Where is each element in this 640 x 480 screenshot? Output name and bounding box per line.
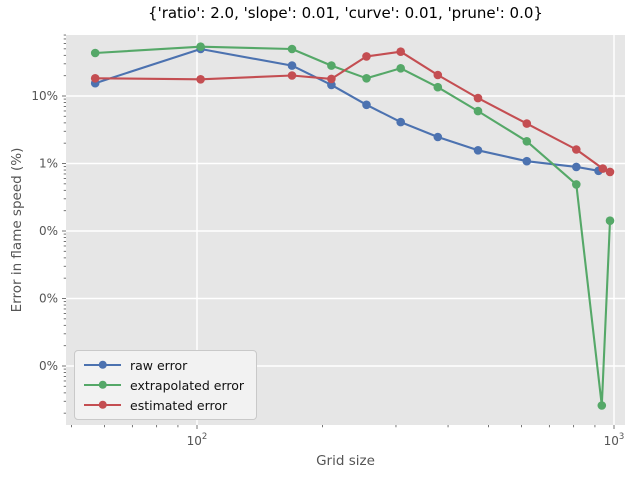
series-line-estimated-error xyxy=(95,50,611,173)
legend-item-estimated-error: estimated error xyxy=(84,397,244,413)
data-point-raw-error xyxy=(287,61,297,70)
data-point-raw-error xyxy=(473,146,483,155)
legend-line-sample-extrapolated-error xyxy=(84,380,121,390)
data-point-extrapolated-error xyxy=(473,106,483,116)
series-estimated-error xyxy=(90,47,615,177)
gridlines xyxy=(66,35,625,425)
data-point-extrapolated-error xyxy=(433,82,443,92)
legend-label-extrapolated-error: extrapolated error xyxy=(130,377,245,393)
y-tick-label: 10% xyxy=(31,89,58,103)
series-extrapolated-error xyxy=(90,42,615,410)
data-point-extrapolated-error xyxy=(287,44,297,54)
data-point-estimated-error xyxy=(605,167,615,177)
y-tick-label: 0% xyxy=(39,224,58,238)
data-point-estimated-error xyxy=(473,93,483,103)
data-point-raw-error xyxy=(522,156,532,166)
x-tick-label: 102 xyxy=(187,432,208,448)
data-point-estimated-error xyxy=(396,47,406,56)
legend-label-raw-error: raw error xyxy=(130,357,188,373)
data-point-estimated-error xyxy=(522,119,532,128)
series-raw-error xyxy=(90,44,603,176)
y-tick-label: 0% xyxy=(39,292,58,306)
data-point-extrapolated-error xyxy=(90,48,100,58)
series-line-extrapolated-error xyxy=(95,45,612,407)
data-point-estimated-error xyxy=(287,71,297,80)
data-point-estimated-error xyxy=(90,74,100,83)
x-axis-label: Grid size xyxy=(316,453,375,469)
data-point-raw-error xyxy=(433,132,443,142)
data-point-estimated-error xyxy=(196,75,205,84)
data-point-extrapolated-error xyxy=(605,216,615,225)
data-point-estimated-error xyxy=(598,164,608,173)
y-tick-label: 1% xyxy=(39,157,58,171)
legend: raw error extrapolated error estimated err… xyxy=(74,350,258,420)
legend-marker-extrapolated-error xyxy=(98,380,107,390)
legend-marker-estimated-error xyxy=(98,400,107,410)
data-point-estimated-error xyxy=(362,52,371,61)
data-point-extrapolated-error xyxy=(572,180,581,189)
data-point-estimated-error xyxy=(433,70,443,80)
data-point-extrapolated-error xyxy=(327,61,336,70)
y-tick-label: 0% xyxy=(39,359,58,373)
data-point-raw-error xyxy=(362,100,371,110)
tick-labels: 10% 1% 0% 0% 0% 102 103 xyxy=(31,89,624,448)
legend-line-sample-estimated-error xyxy=(84,400,121,410)
data-point-estimated-error xyxy=(572,145,581,154)
data-point-extrapolated-error xyxy=(396,64,406,73)
data-point-raw-error xyxy=(327,80,336,90)
legend-line-sample-raw-error xyxy=(84,360,121,370)
data-point-raw-error xyxy=(572,162,581,172)
legend-item-extrapolated-error: extrapolated error xyxy=(84,377,244,393)
data-point-extrapolated-error xyxy=(522,137,532,146)
legend-marker-raw-error xyxy=(98,360,107,370)
legend-label-estimated-error: estimated error xyxy=(130,397,228,413)
data-point-extrapolated-error xyxy=(597,401,607,410)
data-point-estimated-error xyxy=(327,74,336,84)
y-axis-label: Error in flame speed (%) xyxy=(9,147,25,313)
axis-ticks xyxy=(62,34,615,429)
chart-title: {'ratio': 2.0, 'slope': 0.01, 'curve': 0… xyxy=(148,4,543,22)
legend-item-raw-error: raw error xyxy=(84,357,244,373)
data-point-raw-error xyxy=(396,117,406,127)
x-tick-label: 103 xyxy=(604,432,625,448)
data-point-extrapolated-error xyxy=(362,74,371,83)
data-point-extrapolated-error xyxy=(196,42,205,51)
